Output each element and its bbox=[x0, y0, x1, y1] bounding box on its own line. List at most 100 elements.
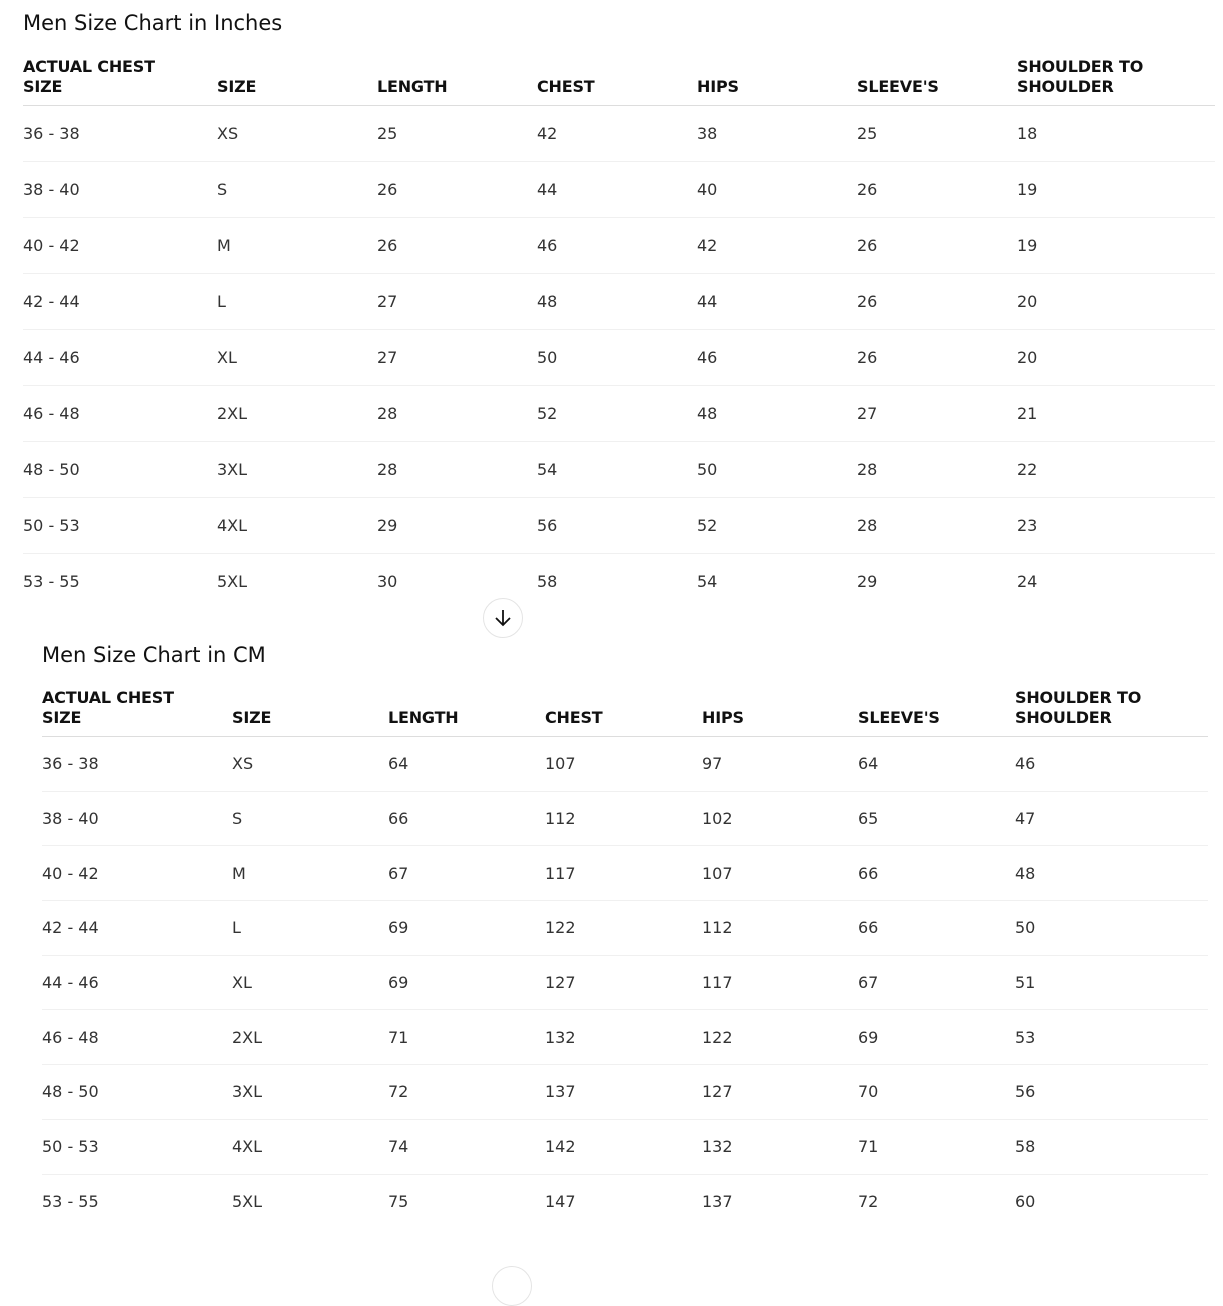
table-cell: 50 - 53 bbox=[23, 516, 80, 535]
table-cell: 56 bbox=[537, 516, 558, 535]
table-header: ACTUAL CHEST SIZE SIZE LENGTH CHEST HIPS SLEE… bbox=[42, 688, 1208, 737]
table-cell: L bbox=[232, 918, 241, 938]
table-cell: 29 bbox=[377, 516, 398, 535]
table-cell: 72 bbox=[388, 1082, 409, 1102]
column-header-text: ACTUAL CHEST SIZE bbox=[23, 57, 155, 96]
table-cell: 69 bbox=[388, 973, 409, 993]
table-cell: 26 bbox=[857, 348, 878, 367]
table-cell: 44 - 46 bbox=[23, 348, 80, 367]
table-cell: 65 bbox=[858, 809, 879, 829]
table-cell: 2XL bbox=[217, 404, 248, 423]
column-header: SIZE bbox=[232, 708, 272, 727]
column-header: SIZE bbox=[217, 77, 257, 96]
column-header: ACTUAL CHEST SIZE bbox=[42, 688, 232, 728]
table-cell: 132 bbox=[545, 1027, 576, 1047]
table-cell: XS bbox=[217, 124, 239, 143]
table-cell: 69 bbox=[388, 918, 409, 938]
table-cell: 132 bbox=[702, 1137, 733, 1157]
table-cell: 53 bbox=[1015, 1027, 1036, 1047]
table-cell: 26 bbox=[377, 180, 398, 199]
table-cell: 122 bbox=[545, 918, 576, 938]
table-row: 44 - 46 XL 69 127 117 67 51 bbox=[42, 956, 1208, 1011]
table-row: 48 - 50 3XL 72 137 127 70 56 bbox=[42, 1065, 1208, 1120]
table-cell: 66 bbox=[858, 918, 879, 938]
table-row: 46 - 48 2XL 71 132 122 69 53 bbox=[42, 1010, 1208, 1066]
table-cell: 48 bbox=[697, 404, 718, 423]
table-cell: 25 bbox=[377, 124, 398, 143]
table-cell: 46 bbox=[537, 236, 558, 255]
table-cell: 46 bbox=[1015, 754, 1036, 774]
column-header: LENGTH bbox=[388, 708, 459, 727]
column-header-text: ACTUAL CHEST SIZE bbox=[42, 688, 174, 727]
scroll-down-button-2[interactable] bbox=[492, 1266, 532, 1306]
table-row: 53 - 55 5XL 75 147 137 72 60 bbox=[42, 1175, 1208, 1229]
table-cell: 28 bbox=[377, 460, 398, 479]
table-cell: 58 bbox=[537, 572, 558, 591]
table-cell: 20 bbox=[1017, 292, 1038, 311]
table-row: 36 - 38 XS 25 42 38 25 18 bbox=[23, 106, 1215, 162]
table-cell: 97 bbox=[702, 754, 723, 774]
table-cell: 46 - 48 bbox=[23, 404, 80, 423]
table-cell: 36 - 38 bbox=[23, 124, 80, 143]
table-cell: 122 bbox=[702, 1027, 733, 1047]
table-cell: 40 bbox=[697, 180, 718, 199]
table-row: 36 - 38 XS 64 107 97 64 46 bbox=[42, 737, 1208, 792]
table-cell: 40 - 42 bbox=[23, 236, 80, 255]
column-header: CHEST bbox=[537, 77, 595, 96]
table-cell: 5XL bbox=[232, 1191, 263, 1211]
table-cell: 52 bbox=[697, 516, 718, 535]
table-cell: 23 bbox=[1017, 516, 1038, 535]
table-cell: 19 bbox=[1017, 180, 1038, 199]
table-cell: 28 bbox=[377, 404, 398, 423]
table-cell: 142 bbox=[545, 1137, 576, 1157]
cm-size-table: ACTUAL CHEST SIZE SIZE LENGTH CHEST HIPS SLEE… bbox=[42, 688, 1208, 1228]
table-cell: 2XL bbox=[232, 1027, 263, 1047]
table-cell: 51 bbox=[1015, 973, 1036, 993]
table-cell: 48 - 50 bbox=[42, 1082, 99, 1102]
table-cell: L bbox=[217, 292, 226, 311]
column-header: SLEEVE'S bbox=[858, 708, 940, 727]
table-cell: 54 bbox=[537, 460, 558, 479]
column-header: SLEEVE'S bbox=[857, 77, 939, 96]
table-cell: 137 bbox=[545, 1082, 576, 1102]
table-cell: 60 bbox=[1015, 1191, 1036, 1211]
table-cell: 66 bbox=[388, 809, 409, 829]
column-header: SHOULDER TO SHOULDER bbox=[1015, 688, 1208, 728]
scroll-down-button[interactable] bbox=[483, 598, 523, 638]
table-cell: 42 bbox=[537, 124, 558, 143]
table-row: 44 - 46 XL 27 50 46 26 20 bbox=[23, 330, 1215, 386]
inches-chart-title: Men Size Chart in Inches bbox=[23, 11, 283, 35]
table-cell: 44 bbox=[537, 180, 558, 199]
table-row: 42 - 44 L 27 48 44 26 20 bbox=[23, 274, 1215, 330]
table-cell: 22 bbox=[1017, 460, 1038, 479]
table-cell: 21 bbox=[1017, 404, 1038, 423]
table-cell: 44 - 46 bbox=[42, 973, 99, 993]
arrow-down-icon bbox=[495, 610, 511, 627]
table-cell: 25 bbox=[857, 124, 878, 143]
table-cell: 44 bbox=[697, 292, 718, 311]
table-cell: 18 bbox=[1017, 124, 1038, 143]
table-cell: 69 bbox=[858, 1027, 879, 1047]
table-cell: 40 - 42 bbox=[42, 863, 99, 883]
table-cell: 54 bbox=[697, 572, 718, 591]
table-row: 38 - 40 S 66 112 102 65 47 bbox=[42, 792, 1208, 847]
table-cell: S bbox=[217, 180, 228, 199]
table-cell: 117 bbox=[702, 973, 733, 993]
table-cell: 4XL bbox=[217, 516, 248, 535]
table-cell: XL bbox=[232, 973, 252, 993]
table-cell: 48 bbox=[1015, 863, 1036, 883]
table-row: 53 - 55 5XL 30 58 54 29 24 bbox=[23, 554, 1215, 609]
table-cell: 46 - 48 bbox=[42, 1027, 99, 1047]
table-cell: 56 bbox=[1015, 1082, 1036, 1102]
table-row: 40 - 42 M 67 117 107 66 48 bbox=[42, 846, 1208, 902]
table-cell: 70 bbox=[858, 1082, 879, 1102]
table-row: 42 - 44 L 69 122 112 66 50 bbox=[42, 901, 1208, 956]
table-cell: 48 bbox=[537, 292, 558, 311]
column-header: CHEST bbox=[545, 708, 603, 727]
table-cell: 3XL bbox=[232, 1082, 263, 1102]
table-cell: 58 bbox=[1015, 1137, 1036, 1157]
table-cell: 102 bbox=[702, 809, 733, 829]
table-cell: 72 bbox=[858, 1191, 879, 1211]
table-row: 48 - 50 3XL 28 54 50 28 22 bbox=[23, 442, 1215, 498]
table-cell: 26 bbox=[857, 292, 878, 311]
